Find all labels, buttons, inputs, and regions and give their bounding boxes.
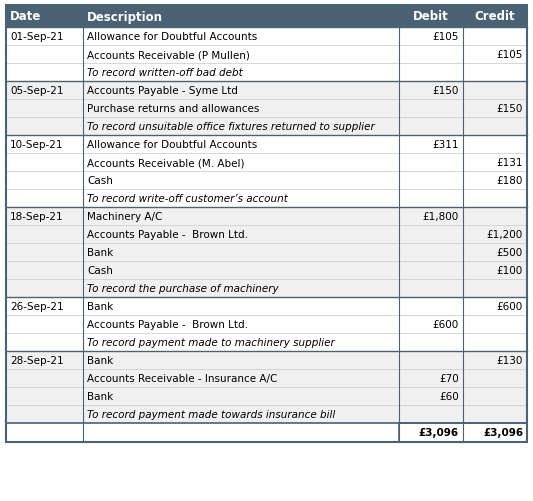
Bar [6,136,527,154]
Text: £3,096: £3,096 [483,428,523,438]
Text: £100: £100 [497,266,523,276]
Text: £70: £70 [439,373,459,383]
Bar [6,154,527,172]
Text: Allowance for Doubtful Accounts: Allowance for Doubtful Accounts [87,140,257,150]
Text: Allowance for Doubtful Accounts: Allowance for Doubtful Accounts [87,32,257,42]
Bar [6,6,527,442]
Text: 18-Sep-21: 18-Sep-21 [10,211,63,221]
Text: Accounts Payable - Syme Ltd: Accounts Payable - Syme Ltd [87,86,238,96]
Text: To record written-off bad debt: To record written-off bad debt [87,68,243,78]
Text: Date: Date [10,11,42,24]
Bar [6,315,527,333]
Text: 05-Sep-21: 05-Sep-21 [10,86,63,96]
Bar [6,82,527,100]
Bar [399,423,527,442]
Text: £311: £311 [432,140,459,150]
Text: £1,800: £1,800 [423,211,459,221]
Text: Accounts Receivable (P Mullen): Accounts Receivable (P Mullen) [87,50,250,60]
Text: £150: £150 [433,86,459,96]
Text: Bank: Bank [87,302,114,312]
Text: Accounts Receivable (M. Abel): Accounts Receivable (M. Abel) [87,158,245,168]
Text: Cash: Cash [87,176,113,186]
Text: Description: Description [87,11,163,24]
Bar [6,405,527,423]
Text: Bank: Bank [87,391,114,401]
Text: Machinery A/C: Machinery A/C [87,211,163,221]
Bar [6,28,527,46]
Text: £1,200: £1,200 [487,229,523,239]
Text: £105: £105 [433,32,459,42]
Bar [6,207,527,225]
Text: To record write-off customer’s account: To record write-off customer’s account [87,193,288,203]
Bar [6,333,527,351]
Text: Bank: Bank [87,355,114,365]
Text: Purchase returns and allowances: Purchase returns and allowances [87,104,260,114]
Bar [6,298,527,315]
Text: £500: £500 [497,247,523,258]
Text: £600: £600 [433,319,459,329]
Text: 26-Sep-21: 26-Sep-21 [10,302,63,312]
Text: £130: £130 [497,355,523,365]
Text: £131: £131 [497,158,523,168]
Bar [6,243,527,262]
Text: To record payment made to machinery supplier: To record payment made to machinery supp… [87,337,335,347]
Text: Accounts Receivable - Insurance A/C: Accounts Receivable - Insurance A/C [87,373,278,383]
Text: Accounts Payable -  Brown Ltd.: Accounts Payable - Brown Ltd. [87,229,248,239]
Bar [6,351,527,369]
Text: Debit: Debit [413,11,449,24]
Text: £105: £105 [497,50,523,60]
Bar [6,100,527,118]
Text: £600: £600 [497,302,523,312]
Bar [6,64,527,82]
Text: 10-Sep-21: 10-Sep-21 [10,140,63,150]
Bar [6,6,527,28]
Text: £60: £60 [439,391,459,401]
Text: Bank: Bank [87,247,114,258]
Text: To record the purchase of machinery: To record the purchase of machinery [87,284,279,294]
Text: 28-Sep-21: 28-Sep-21 [10,355,63,365]
Bar [6,225,527,243]
Bar [6,387,527,405]
Bar [6,46,527,64]
Bar [6,423,527,442]
Bar [6,118,527,136]
Text: Accounts Payable -  Brown Ltd.: Accounts Payable - Brown Ltd. [87,319,248,329]
Text: £180: £180 [497,176,523,186]
Bar [6,172,527,189]
Bar [6,189,527,207]
Bar [6,262,527,280]
Bar [6,369,527,387]
Text: Credit: Credit [475,11,515,24]
Text: 01-Sep-21: 01-Sep-21 [10,32,63,42]
Bar [6,280,527,298]
Text: To record unsuitable office fixtures returned to supplier: To record unsuitable office fixtures ret… [87,122,375,132]
Text: Cash: Cash [87,266,113,276]
Text: To record payment made towards insurance bill: To record payment made towards insurance… [87,409,335,419]
Text: £150: £150 [497,104,523,114]
Text: £3,096: £3,096 [419,428,459,438]
